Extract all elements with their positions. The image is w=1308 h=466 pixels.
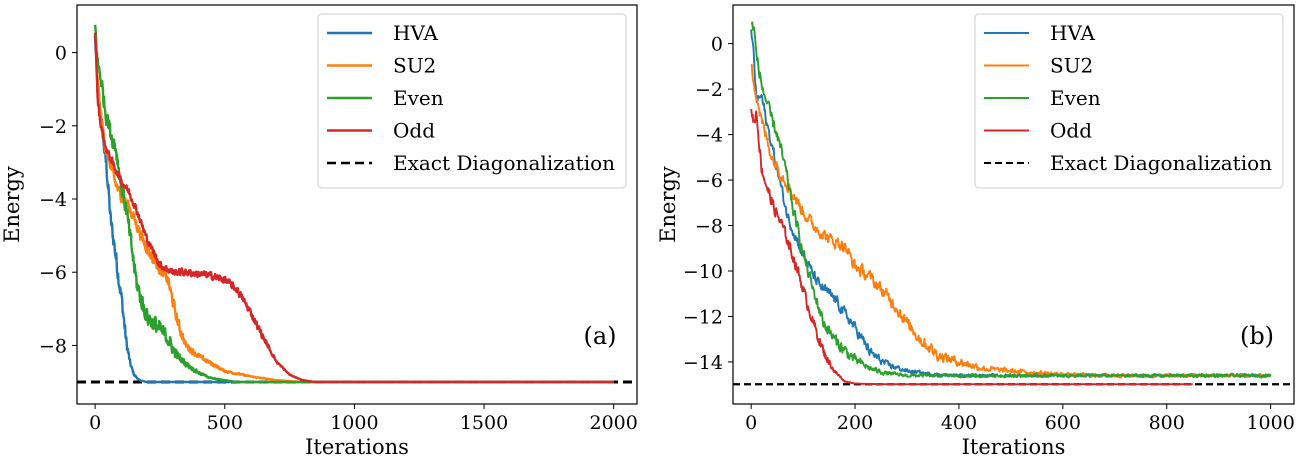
y-axis-label: Energy bbox=[0, 166, 24, 243]
x-tick-label: 0 bbox=[745, 412, 757, 434]
legend-label: Odd bbox=[393, 119, 435, 143]
y-tick-label: 0 bbox=[711, 34, 723, 56]
y-tick-label: −8 bbox=[695, 216, 723, 238]
series-line-even bbox=[750, 21, 1272, 379]
chart-panel-1: 0 500 1000 1500 2000 0 −2 −4 −6 −8 Iterations Energ… bbox=[0, 4, 638, 459]
axes-frame bbox=[76, 4, 638, 405]
legend: HVA SU2 Even Odd Exact Diagonalization bbox=[317, 13, 627, 189]
x-axis-label: Iterations bbox=[962, 435, 1066, 459]
y-tick-label: −10 bbox=[683, 261, 723, 283]
legend-label: HVA bbox=[393, 21, 439, 45]
plot-area bbox=[77, 24, 637, 384]
chart-panel-2: 0 200 400 600 800 1000 0 −2 −4 −6 −8 −10 −12 −14 Itera… bbox=[656, 4, 1295, 459]
legend-label: Exact Diagonalization bbox=[1050, 151, 1272, 175]
legend-label: SU2 bbox=[1050, 54, 1093, 78]
legend-label: Even bbox=[1050, 86, 1101, 110]
y-tick-label: −4 bbox=[39, 189, 67, 211]
x-tick-label: 400 bbox=[941, 412, 977, 434]
x-axis-label: Iterations bbox=[305, 435, 409, 459]
y-tick-label: −12 bbox=[683, 306, 723, 328]
x-tick-label: 600 bbox=[1045, 412, 1081, 434]
x-tick-label: 0 bbox=[89, 412, 101, 434]
x-tick-label: 1000 bbox=[1246, 412, 1294, 434]
series-line-odd bbox=[93, 32, 615, 384]
series-line-su2 bbox=[750, 63, 1271, 379]
legend-box bbox=[974, 13, 1284, 189]
y-tick-label: −2 bbox=[695, 79, 723, 101]
legend-label: Odd bbox=[1050, 119, 1092, 143]
panel-label: (a) bbox=[583, 322, 616, 350]
y-tick-label: −2 bbox=[39, 116, 67, 138]
y-tick-label: 0 bbox=[55, 43, 67, 65]
series-line-odd bbox=[750, 108, 1194, 386]
x-tick-label: 800 bbox=[1149, 412, 1185, 434]
y-tick-label: −8 bbox=[39, 335, 67, 357]
x-tick-label: 200 bbox=[837, 412, 873, 434]
legend-label: HVA bbox=[1050, 21, 1096, 45]
y-tick-label: −14 bbox=[683, 352, 723, 374]
legend-box bbox=[317, 13, 627, 189]
y-tick-label: −6 bbox=[39, 262, 67, 284]
legend: HVA SU2 Even Odd Exact Diagonalization bbox=[974, 13, 1284, 189]
x-tick-label: 1000 bbox=[330, 412, 378, 434]
y-axis-label: Energy bbox=[656, 166, 680, 243]
plot-area bbox=[733, 21, 1294, 386]
x-tick-label: 1500 bbox=[460, 412, 508, 434]
legend-label: Even bbox=[393, 86, 444, 110]
axes-frame bbox=[732, 4, 1295, 405]
y-tick-label: −4 bbox=[695, 125, 723, 147]
panel-label: (b) bbox=[1240, 322, 1274, 350]
x-tick-label: 2000 bbox=[589, 412, 637, 434]
legend-label: SU2 bbox=[393, 54, 436, 78]
x-tick-label: 500 bbox=[207, 412, 243, 434]
legend-label: Exact Diagonalization bbox=[393, 151, 615, 175]
y-tick-label: −6 bbox=[695, 170, 723, 192]
